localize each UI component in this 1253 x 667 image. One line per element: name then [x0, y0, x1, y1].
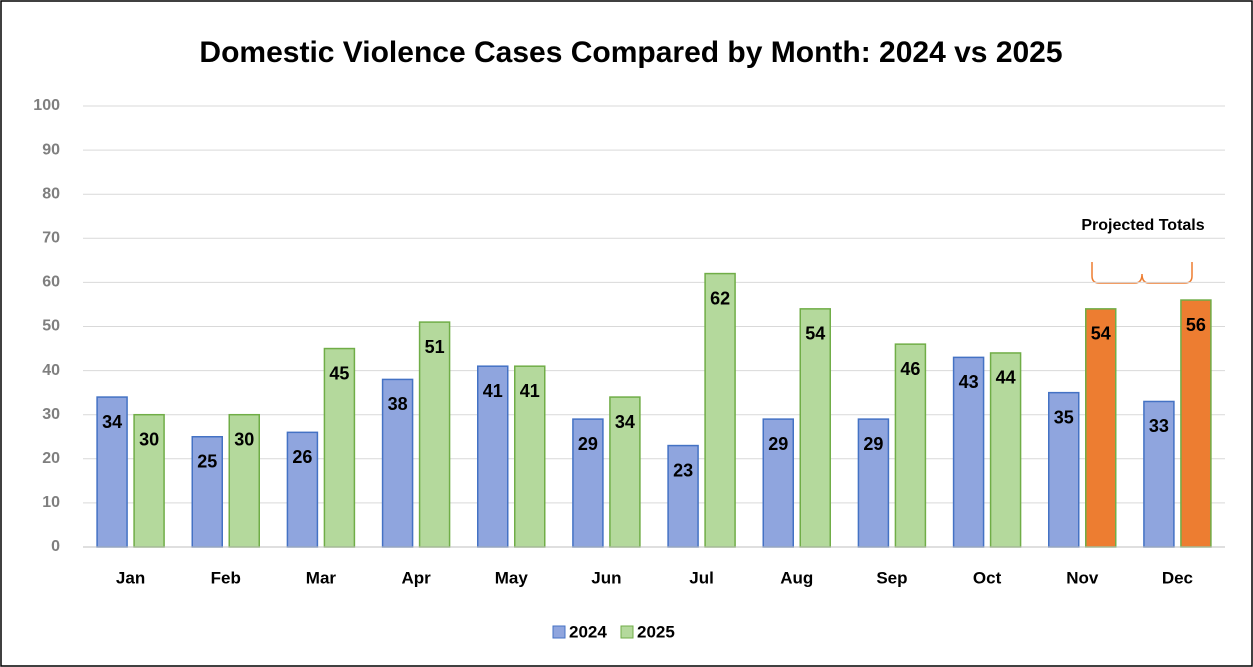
data-label: 30 [234, 429, 254, 449]
x-tick-label: Aug [780, 568, 813, 587]
bar [704, 272, 736, 548]
bar [381, 378, 414, 548]
y-tick-label: 30 [42, 406, 60, 423]
bar [1143, 400, 1175, 548]
legend-label: 2024 [569, 622, 607, 641]
x-tick-label: Sep [876, 568, 907, 587]
data-label: 46 [900, 359, 920, 379]
data-label: 45 [329, 363, 349, 383]
y-tick-label: 20 [42, 450, 60, 467]
bar [133, 413, 165, 548]
data-label: 54 [1091, 324, 1111, 344]
bar [228, 413, 260, 548]
data-label: 30 [139, 429, 159, 449]
y-tick-label: 50 [42, 318, 60, 335]
x-tick-label: Jul [689, 568, 714, 587]
x-tick-label: Feb [211, 568, 241, 587]
data-label: 38 [388, 394, 408, 414]
legend-label: 2025 [637, 622, 675, 641]
x-tick-label: Dec [1162, 568, 1193, 587]
bar [1085, 308, 1117, 548]
data-label: 29 [578, 434, 598, 454]
x-tick-label: Nov [1066, 568, 1099, 587]
y-tick-label: 70 [42, 230, 60, 247]
y-tick-label: 0 [51, 538, 60, 555]
x-tick-label: Oct [973, 568, 1002, 587]
bar [96, 396, 128, 548]
data-label: 29 [863, 434, 883, 454]
legend-swatch [620, 625, 634, 639]
data-label: 41 [520, 381, 540, 401]
data-label: 23 [673, 460, 693, 480]
data-label: 34 [102, 412, 122, 432]
bar [477, 365, 509, 548]
data-label: 54 [805, 324, 825, 344]
bar [1180, 299, 1212, 548]
y-tick-label: 100 [33, 97, 60, 114]
bar [952, 356, 985, 548]
x-tick-label: Apr [401, 568, 431, 587]
annotation: Projected Totals [1081, 217, 1204, 234]
data-label: 26 [292, 447, 312, 467]
bar [1048, 391, 1080, 548]
x-tick-label: Mar [306, 568, 337, 587]
data-label: 34 [615, 412, 635, 432]
y-tick-label: 40 [42, 362, 60, 379]
data-label: 56 [1186, 315, 1206, 335]
x-tick-label: May [495, 568, 529, 587]
data-label: 51 [425, 337, 445, 357]
data-label: 33 [1149, 416, 1169, 436]
legend-swatch [552, 625, 566, 639]
data-label: 25 [197, 452, 217, 472]
x-tick-label: Jun [591, 568, 621, 587]
chart-title: Domestic Violence Cases Compared by Mont… [199, 36, 1062, 69]
data-label: 62 [710, 288, 730, 308]
x-tick-label: Jan [116, 568, 145, 587]
data-label: 44 [996, 368, 1016, 388]
bar [799, 308, 831, 548]
bar [609, 396, 641, 548]
data-label: 41 [483, 381, 503, 401]
y-tick-label: 80 [42, 185, 60, 202]
data-label: 29 [768, 434, 788, 454]
y-tick-label: 60 [42, 274, 60, 291]
y-tick-label: 90 [42, 141, 60, 158]
data-label: 43 [959, 372, 979, 392]
bar [894, 343, 927, 548]
y-tick-label: 10 [42, 494, 60, 511]
data-label: 35 [1054, 407, 1074, 427]
bar [514, 365, 546, 548]
